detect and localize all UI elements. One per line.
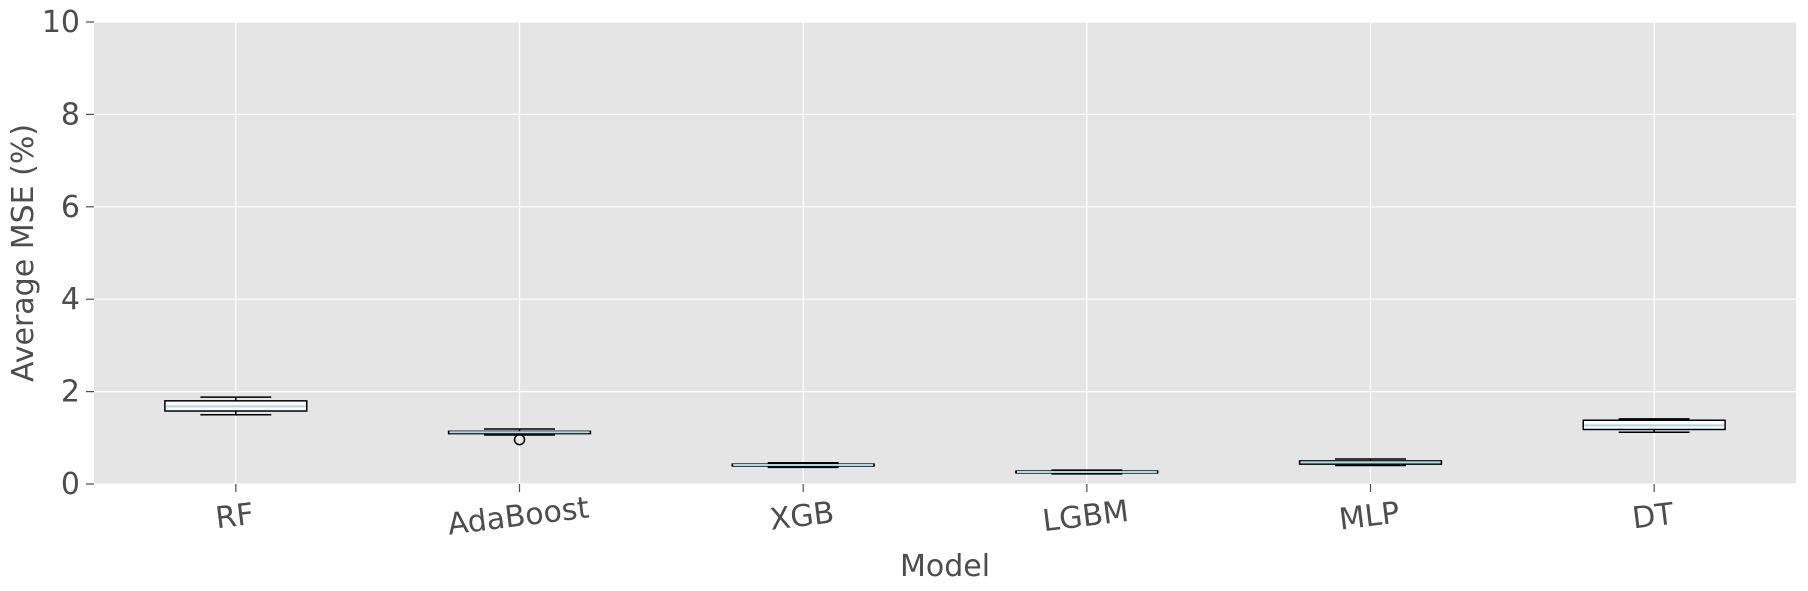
- y-tick-label: 0: [61, 467, 80, 502]
- box-lgbm: [1015, 469, 1159, 475]
- x-tick-label: DT: [1630, 497, 1676, 537]
- outlier-point: [513, 433, 526, 446]
- y-axis-ticks: 0 2 4 6 8 10: [42, 5, 94, 502]
- box-adaboost: [447, 428, 592, 446]
- plot-area: [94, 22, 1796, 484]
- x-axis-label: Model: [900, 549, 990, 584]
- box-mlp: [1298, 458, 1443, 467]
- x-tick-label: XGB: [768, 495, 836, 538]
- x-tick-label: MLP: [1337, 496, 1402, 538]
- box-rf: [164, 396, 308, 416]
- box-dt: [1582, 418, 1726, 434]
- y-tick-label: 2: [61, 375, 80, 410]
- y-axis-label: Average MSE (%): [6, 124, 41, 382]
- y-tick-label: 4: [61, 282, 80, 317]
- x-tick-label: AdaBoost: [446, 491, 592, 543]
- boxes: [164, 396, 1726, 475]
- box-xgb: [731, 461, 875, 469]
- grid-lines: [94, 21, 1796, 485]
- x-tick-label: RF: [214, 497, 256, 536]
- x-tick-label: LGBM: [1041, 494, 1131, 539]
- y-tick-label: 8: [61, 97, 80, 132]
- y-tick-label: 6: [61, 190, 80, 225]
- y-tick-label: 10: [42, 5, 80, 40]
- x-axis-ticks: RF AdaBoost XGB LGBM MLP DT: [214, 484, 1676, 543]
